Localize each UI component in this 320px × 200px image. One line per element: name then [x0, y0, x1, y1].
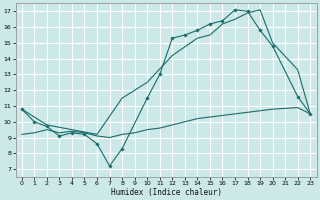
- X-axis label: Humidex (Indice chaleur): Humidex (Indice chaleur): [110, 188, 221, 197]
